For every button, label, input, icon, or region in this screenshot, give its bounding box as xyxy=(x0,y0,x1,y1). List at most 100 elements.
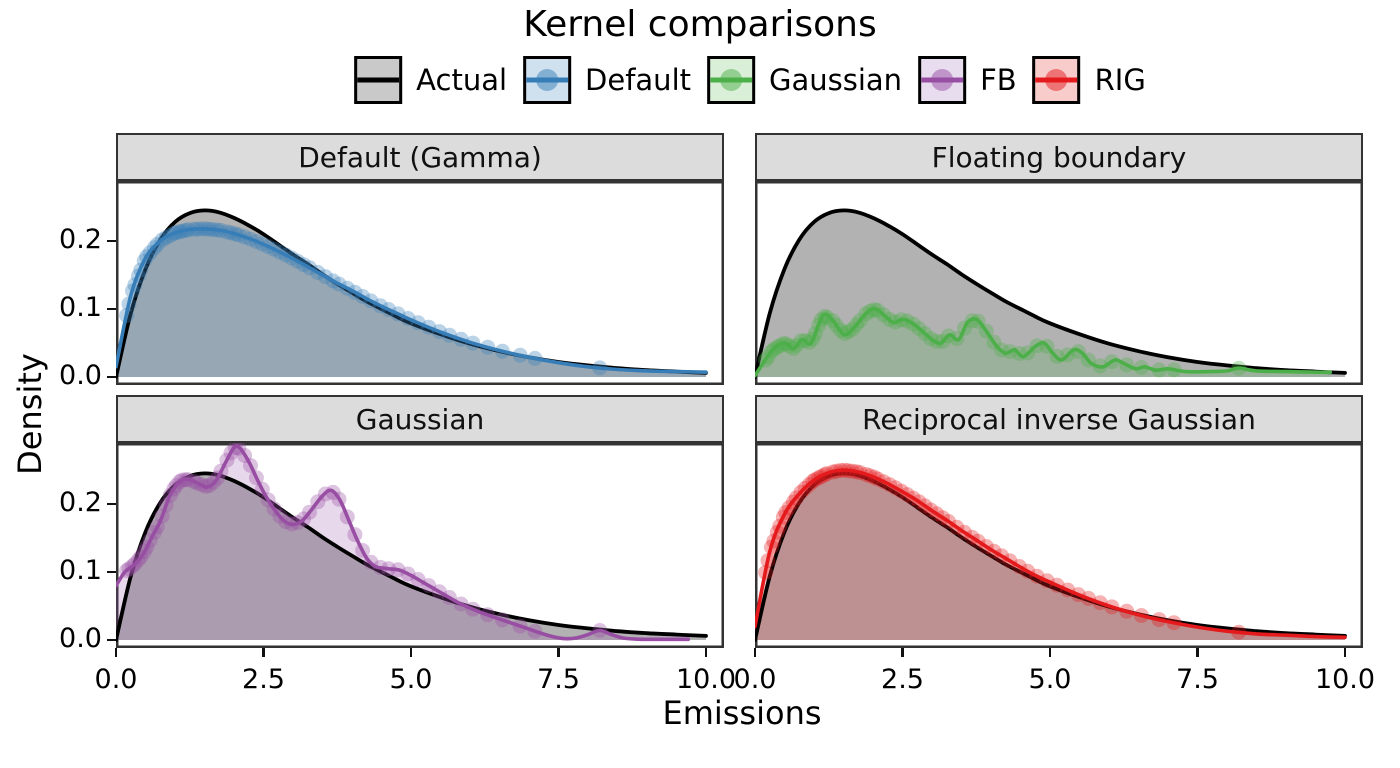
y-tick-label: 0.2 xyxy=(59,487,102,518)
x-tick-label: 0.0 xyxy=(94,664,138,695)
sample-point xyxy=(494,612,510,628)
sample-point xyxy=(1231,624,1247,640)
sample-point xyxy=(905,490,921,506)
sample-point xyxy=(1060,347,1076,363)
sample-point xyxy=(994,342,1010,358)
sample-point xyxy=(986,543,1002,559)
sample-point xyxy=(1060,582,1076,598)
sample-point xyxy=(441,327,457,343)
sample-point xyxy=(956,320,972,336)
sample-point xyxy=(421,319,437,335)
sample-point xyxy=(1049,348,1065,364)
y-tick-mark xyxy=(107,239,116,243)
sample-point xyxy=(788,490,804,506)
sample-point xyxy=(764,539,779,555)
legend-key-glyph xyxy=(526,69,569,91)
sample-point xyxy=(381,561,397,577)
sample-point xyxy=(893,483,909,499)
sample-point xyxy=(929,506,945,522)
x-tick-label: 5.0 xyxy=(389,664,433,695)
sample-point xyxy=(994,548,1010,564)
sample-point xyxy=(172,474,188,490)
sample-point xyxy=(205,475,221,490)
sample-point xyxy=(793,333,809,349)
sample-point xyxy=(154,232,170,248)
sample-point xyxy=(828,463,844,479)
legend-label: RIG xyxy=(1094,63,1146,97)
sample-point xyxy=(811,470,827,486)
sample-point xyxy=(833,463,848,478)
density-curve xyxy=(116,226,708,374)
strip-label: Gaussian xyxy=(355,402,485,436)
sample-point xyxy=(189,221,205,237)
legend-key-glyph xyxy=(921,69,964,91)
actual-curve xyxy=(755,471,1347,642)
sample-point xyxy=(1002,553,1018,569)
sample-point xyxy=(866,302,882,318)
sample-point xyxy=(139,539,155,555)
panel-plot-floating-boundary xyxy=(755,181,1363,385)
sample-point xyxy=(168,478,184,494)
sample-point xyxy=(302,260,317,276)
sample-point xyxy=(227,226,243,242)
sample-point xyxy=(178,472,194,488)
sample-point xyxy=(1039,338,1055,354)
y-tick-mark xyxy=(107,307,116,311)
sample-point xyxy=(231,227,247,243)
sample-point xyxy=(905,316,921,332)
sample-point xyxy=(785,494,801,510)
plot-area-3 xyxy=(755,462,1347,642)
sample-point xyxy=(121,296,137,312)
x-tick-label: 0.0 xyxy=(733,664,777,695)
sample-point xyxy=(1070,344,1086,360)
x-tick-label: 7.5 xyxy=(1176,664,1219,695)
legend-item-fb: FB xyxy=(918,56,1017,104)
sample-point xyxy=(970,313,986,329)
actual-curve xyxy=(755,208,1347,379)
sample-point xyxy=(210,222,225,238)
sample-point xyxy=(272,244,288,260)
x-tick-mark xyxy=(1343,648,1347,657)
x-tick-label: 7.5 xyxy=(537,664,580,695)
sample-point xyxy=(162,487,178,503)
sample-point xyxy=(331,276,347,292)
sample-point xyxy=(837,326,853,341)
sample-point xyxy=(146,240,162,256)
sample-point xyxy=(929,333,945,349)
sample-point xyxy=(201,478,217,494)
sample-point xyxy=(142,245,158,261)
sample-point xyxy=(941,514,956,529)
plot-area-2 xyxy=(116,443,708,642)
sample-point xyxy=(213,223,229,238)
chart-title: Kernel comparisons xyxy=(523,4,877,45)
sample-point xyxy=(210,470,225,486)
y-tick-label: 0.1 xyxy=(59,292,102,323)
actual-curve xyxy=(116,471,708,642)
x-tick-mark xyxy=(1196,648,1199,657)
sample-point xyxy=(465,335,481,351)
sample-point xyxy=(760,349,776,365)
sample-point xyxy=(178,222,194,238)
sample-point xyxy=(213,463,229,479)
sample-point xyxy=(189,475,205,491)
sample-point xyxy=(852,313,868,329)
sample-point xyxy=(254,481,270,497)
sample-point xyxy=(766,533,782,549)
sample-point xyxy=(797,333,813,349)
strip-label: Floating boundary xyxy=(931,140,1187,174)
y-tick-label: 0.1 xyxy=(59,555,102,586)
sample-point xyxy=(278,514,294,530)
sample-point xyxy=(172,224,188,240)
sample-point xyxy=(136,253,152,269)
panel-plot-default-gamma xyxy=(116,181,724,385)
sample-point xyxy=(186,221,202,237)
panel-plot-rig xyxy=(755,443,1363,648)
sample-point xyxy=(793,484,809,500)
legend-label: Default xyxy=(585,63,691,97)
legend-key-gaussian-icon xyxy=(707,56,755,104)
sample-point xyxy=(935,333,951,349)
sample-point xyxy=(302,504,317,520)
sample-point xyxy=(1151,362,1167,378)
actual-density-fill xyxy=(116,210,706,377)
sample-point xyxy=(807,472,823,488)
